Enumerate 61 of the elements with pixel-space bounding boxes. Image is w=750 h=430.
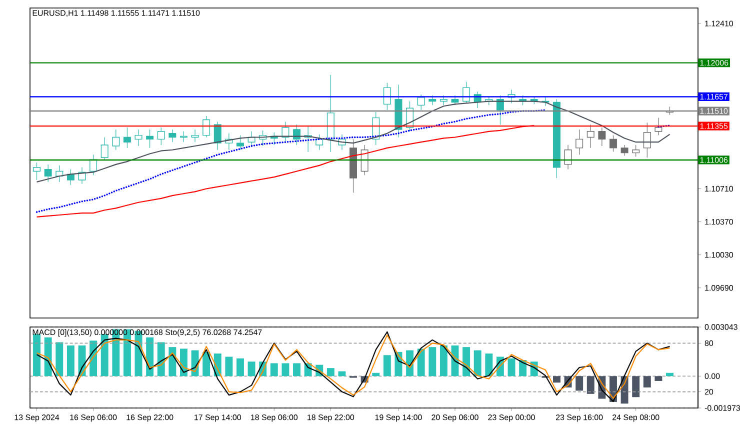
candlestick <box>440 95 448 106</box>
candlestick <box>90 154 98 176</box>
candlestick <box>654 118 662 136</box>
candlestick <box>360 144 368 176</box>
candlestick <box>428 95 436 106</box>
candlestick <box>586 124 594 148</box>
bar <box>654 376 662 381</box>
bar <box>485 354 493 376</box>
bar <box>462 347 470 376</box>
bar <box>146 337 154 376</box>
bar <box>225 356 233 376</box>
bar <box>428 347 436 376</box>
candlestick <box>134 129 142 146</box>
bar <box>66 345 74 376</box>
candlestick <box>100 136 108 160</box>
candlestick <box>33 162 41 180</box>
candlestick <box>598 127 606 146</box>
candlestick <box>44 164 52 182</box>
bar <box>417 348 425 376</box>
candlestick <box>620 144 628 156</box>
bar <box>508 358 516 376</box>
candlestick <box>564 144 572 170</box>
bar <box>552 376 560 383</box>
bar <box>666 372 674 376</box>
bar <box>100 334 108 376</box>
candlestick <box>180 131 188 142</box>
bar <box>643 376 651 388</box>
candlestick <box>168 129 176 142</box>
bar <box>440 345 448 376</box>
bar <box>586 376 594 394</box>
bar <box>168 347 176 376</box>
bar <box>270 363 278 376</box>
candlestick <box>609 135 617 152</box>
bar <box>44 337 52 376</box>
candlestick <box>576 129 584 156</box>
candlestick <box>202 116 210 138</box>
candlestick <box>191 129 199 142</box>
bar <box>236 358 244 376</box>
bar <box>632 376 640 398</box>
bar <box>248 362 256 376</box>
candlestick <box>236 135 244 150</box>
candlestick <box>643 122 651 158</box>
bar <box>293 363 300 376</box>
candlestick <box>146 129 154 148</box>
candlestick <box>632 144 640 157</box>
bar <box>56 342 64 376</box>
candlestick <box>157 127 165 146</box>
bar <box>282 363 290 376</box>
bar <box>474 350 482 376</box>
bar <box>372 372 380 376</box>
candlestick <box>417 94 425 110</box>
candlestick <box>123 127 131 148</box>
candlestick <box>451 95 459 106</box>
bar <box>33 334 41 376</box>
candlestick <box>383 82 391 110</box>
bar <box>338 371 346 376</box>
candlestick <box>112 129 120 150</box>
bar <box>157 342 165 376</box>
bar <box>383 355 391 376</box>
bar <box>576 376 584 391</box>
bar <box>326 368 334 376</box>
